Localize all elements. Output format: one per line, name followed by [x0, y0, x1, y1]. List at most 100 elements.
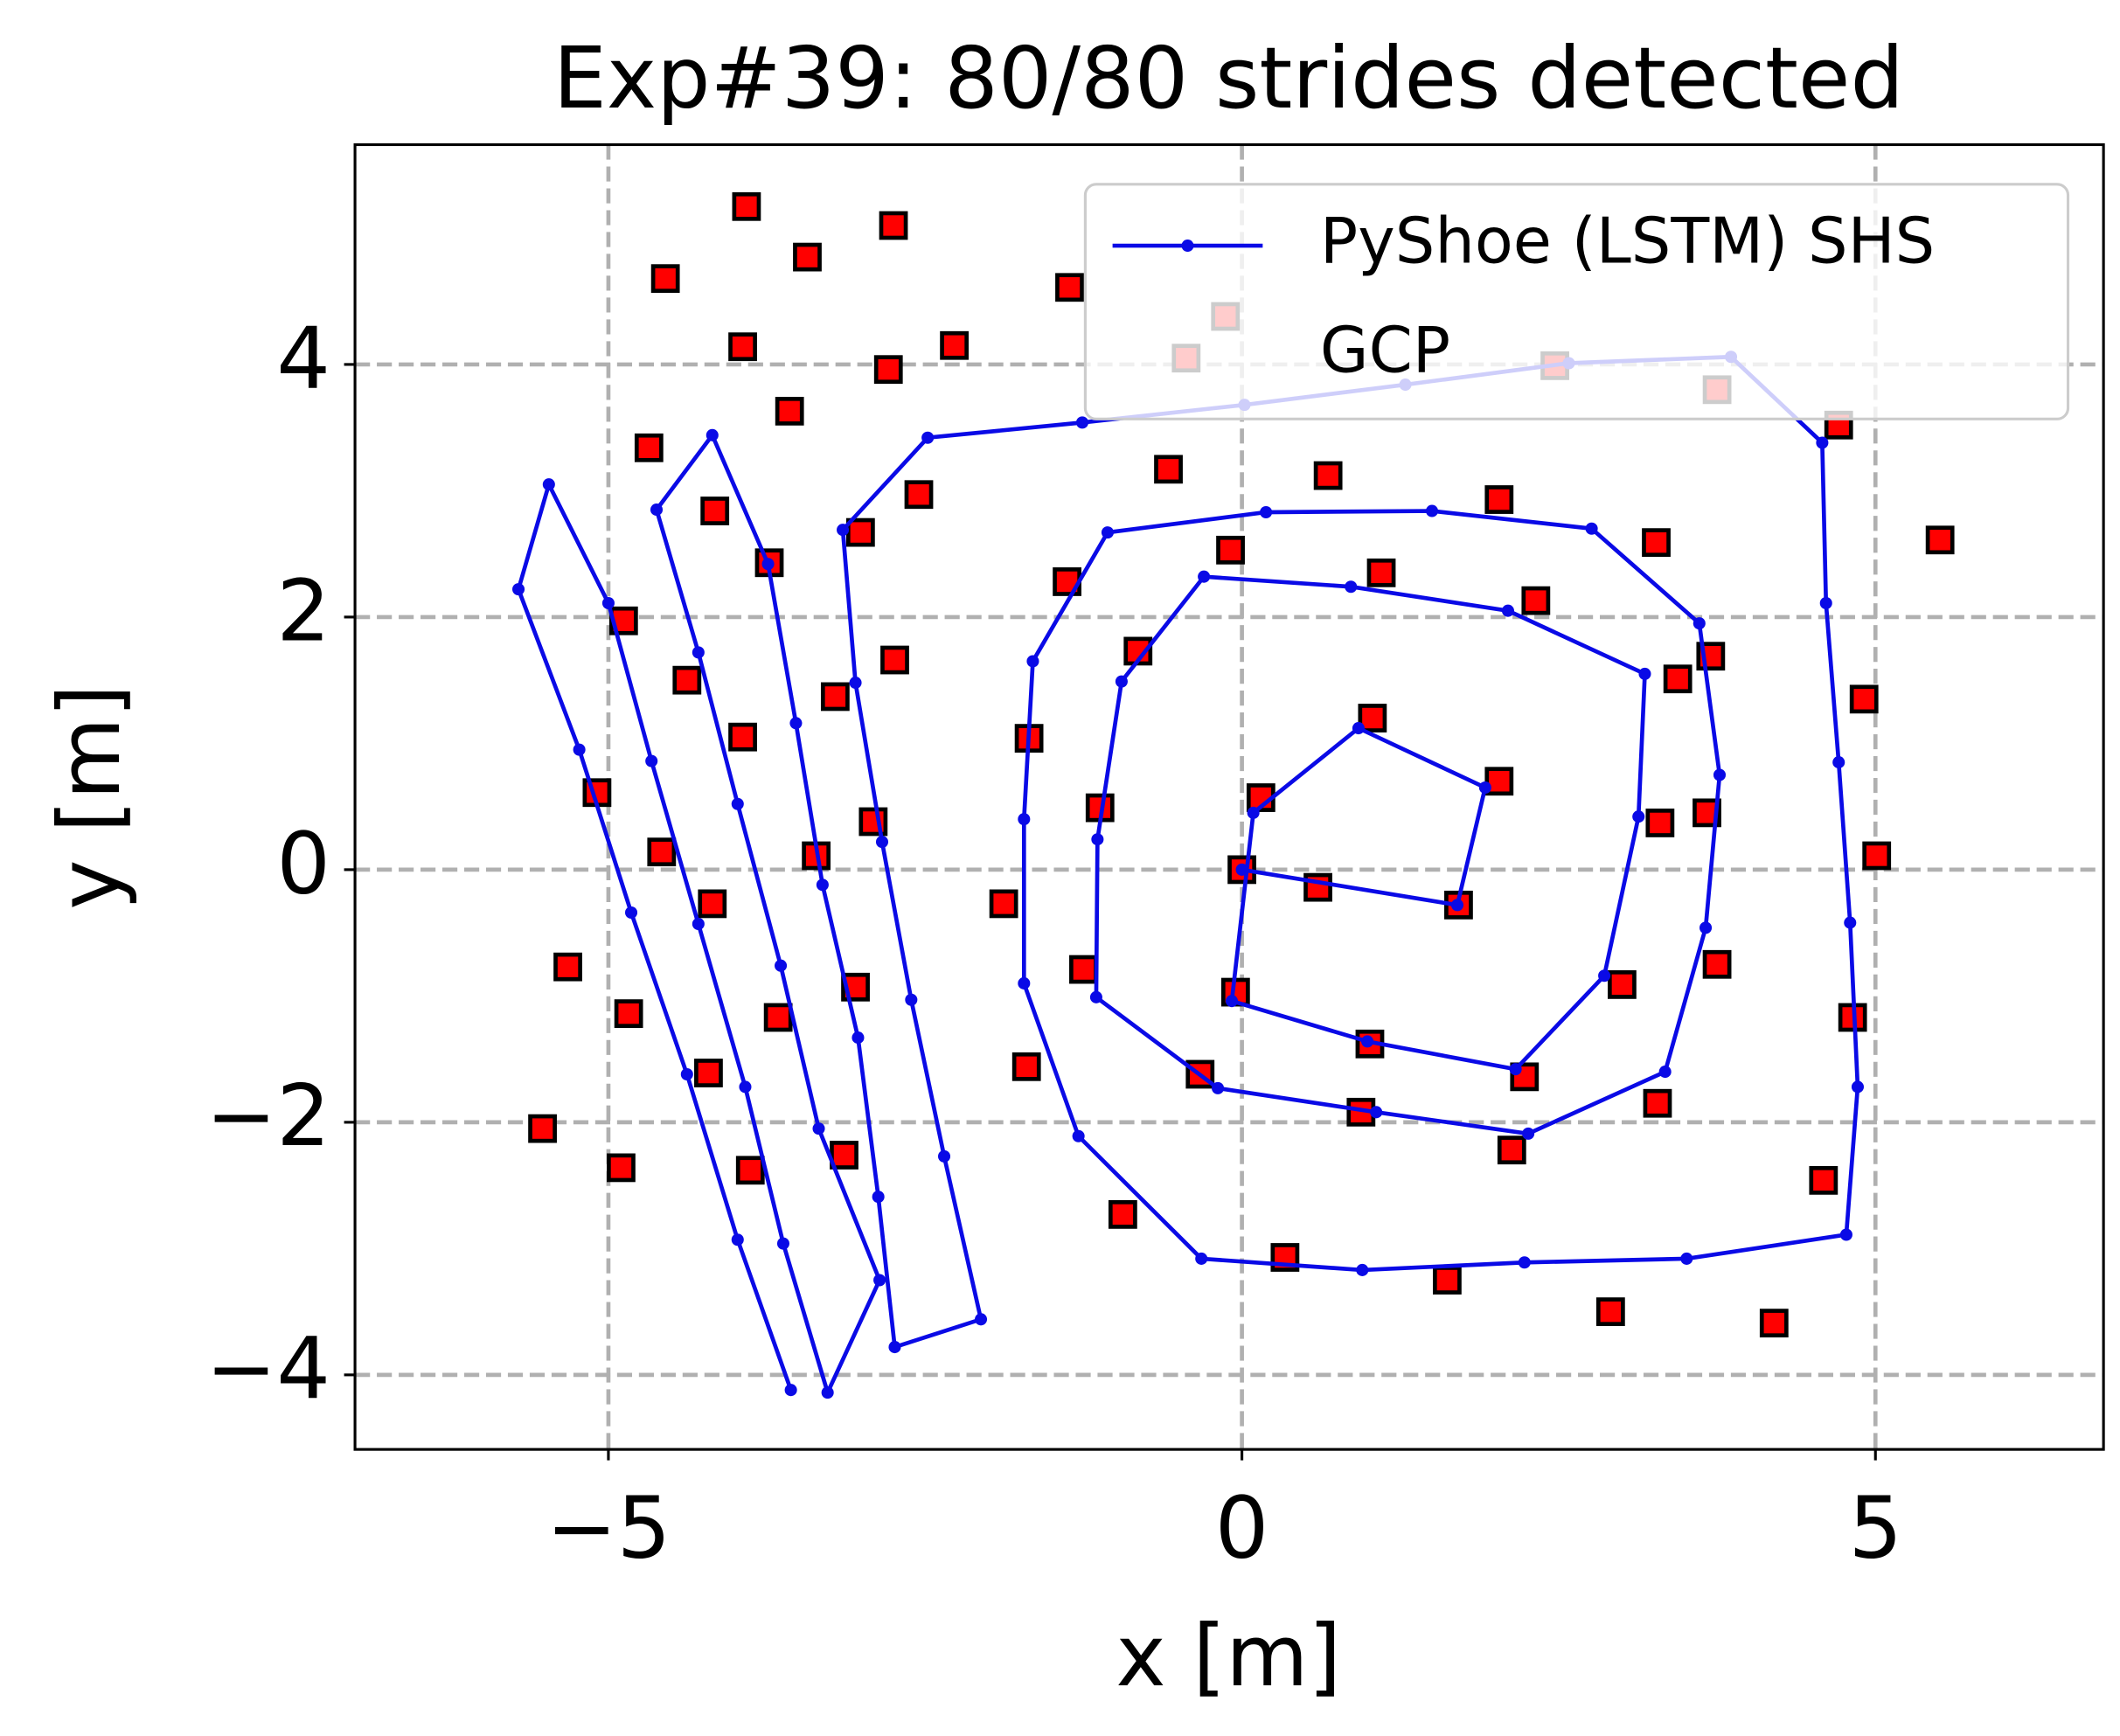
trajectory-point — [1352, 722, 1365, 735]
gcp-marker — [1759, 1309, 1789, 1338]
trajectory-point — [784, 1384, 797, 1397]
trajectory-point — [573, 743, 586, 756]
trajectory-point — [888, 1341, 901, 1354]
y-tick-label: 4 — [276, 309, 330, 407]
trajectory-point — [1713, 768, 1727, 781]
trajectory-point — [1819, 596, 1832, 610]
trajectory-point — [731, 1233, 744, 1246]
gcp-marker — [763, 1003, 793, 1032]
gcp-marker — [1809, 1165, 1838, 1195]
gcp-marker — [940, 330, 969, 360]
trajectory-point — [837, 524, 850, 537]
gcp-marker — [607, 1153, 636, 1183]
trajectory-point — [789, 717, 803, 730]
gcp-marker — [732, 191, 761, 221]
gcp-marker — [698, 889, 727, 919]
trajectory-point — [775, 959, 788, 972]
trajectory-point — [601, 596, 615, 610]
legend: PyShoe (LSTM) SHS GCP — [1083, 183, 2070, 420]
gcp-marker — [858, 807, 888, 837]
trajectory-point — [1832, 756, 1845, 769]
trajectory-point — [761, 558, 775, 571]
gcp-marker — [880, 645, 909, 675]
trajectory-point — [1247, 806, 1260, 819]
gcp-marker — [735, 1156, 765, 1185]
trajectory-point — [1425, 504, 1439, 517]
gcp-marker — [1663, 664, 1693, 694]
trajectory-point — [1522, 1127, 1535, 1140]
gcp-marker — [1849, 684, 1879, 714]
trajectory-point — [1075, 416, 1089, 429]
trajectory-point — [542, 478, 555, 491]
trajectory-point — [1091, 833, 1104, 846]
trajectory-point — [1018, 976, 1031, 990]
trajectory-point — [1195, 1252, 1208, 1265]
trajectory-point — [1361, 1035, 1374, 1048]
trajectory-point — [1198, 570, 1211, 583]
trajectory-point — [816, 878, 829, 892]
trajectory-point — [1518, 1256, 1531, 1269]
trajectory-point — [875, 836, 889, 849]
trajectory-point — [650, 503, 664, 517]
gcp-marker — [614, 999, 643, 1029]
legend-label: PyShoe (LSTM) SHS — [1320, 205, 1935, 278]
gcp-marker — [1521, 586, 1551, 615]
gcp-marker — [793, 242, 822, 272]
trajectory-point — [1851, 1080, 1864, 1094]
trajectory-point — [851, 1031, 865, 1045]
trajectory-point — [1356, 1263, 1369, 1276]
x-tick-label: −5 — [546, 1478, 671, 1577]
gcp-marker — [1925, 525, 1955, 555]
trajectory-point — [680, 1067, 693, 1081]
trajectory-point — [1018, 813, 1031, 826]
gcp-marker — [1154, 455, 1183, 484]
trajectory-point — [872, 1191, 885, 1204]
plot-frame — [353, 142, 2105, 1451]
gcp-marker — [1313, 461, 1343, 490]
x-tick-label: 0 — [1215, 1478, 1269, 1577]
trajectory-point — [905, 993, 918, 1006]
gcp-marker — [728, 332, 757, 362]
trajectory-point — [1370, 1106, 1383, 1119]
gcp-marker — [672, 665, 702, 695]
gcp-marker — [1055, 273, 1084, 302]
trajectory-point — [1844, 916, 1857, 929]
gcp-marker — [879, 211, 908, 240]
trajectory-point — [1693, 617, 1706, 630]
gcp-marker — [1642, 528, 1671, 558]
gcp-marker — [1216, 535, 1245, 565]
gcp-marker — [1645, 809, 1675, 837]
trajectory-point — [512, 583, 525, 596]
trajectory-point — [1225, 995, 1239, 1008]
trajectory-line — [516, 354, 1860, 1395]
gcp-marker — [647, 837, 677, 867]
gcp-marker — [650, 264, 680, 294]
trajectory-point — [1658, 1066, 1672, 1079]
x-axis-label: x [m] — [1116, 1607, 1341, 1705]
gcp-marker — [1484, 485, 1514, 514]
y-tick-label: 2 — [276, 561, 330, 660]
y-tick-label: 0 — [276, 814, 330, 913]
trajectory-point — [1026, 655, 1039, 668]
gcp-marker — [989, 889, 1018, 919]
trajectory-point — [1699, 921, 1713, 934]
trajectory-point — [821, 1386, 834, 1399]
trajectory-point — [692, 646, 705, 659]
gcp-marker — [904, 480, 934, 510]
trajectory-point — [625, 906, 638, 920]
trajectory-point — [1585, 522, 1598, 535]
gcp-marker — [634, 433, 664, 462]
legend-swatch-dot — [1181, 240, 1194, 253]
trajectory-point — [1598, 969, 1611, 983]
gcp-marker — [845, 517, 875, 547]
trajectory-point — [1072, 1129, 1085, 1142]
gcp-marker — [1432, 1266, 1462, 1295]
gcp-marker — [1862, 841, 1892, 871]
gcp-marker — [775, 396, 804, 426]
y-tick-label: −2 — [205, 1066, 330, 1165]
gcp-marker — [1108, 1199, 1137, 1229]
legend-box — [1083, 183, 2070, 420]
trajectory-point — [1345, 580, 1358, 594]
trajectory-point — [1680, 1252, 1693, 1265]
